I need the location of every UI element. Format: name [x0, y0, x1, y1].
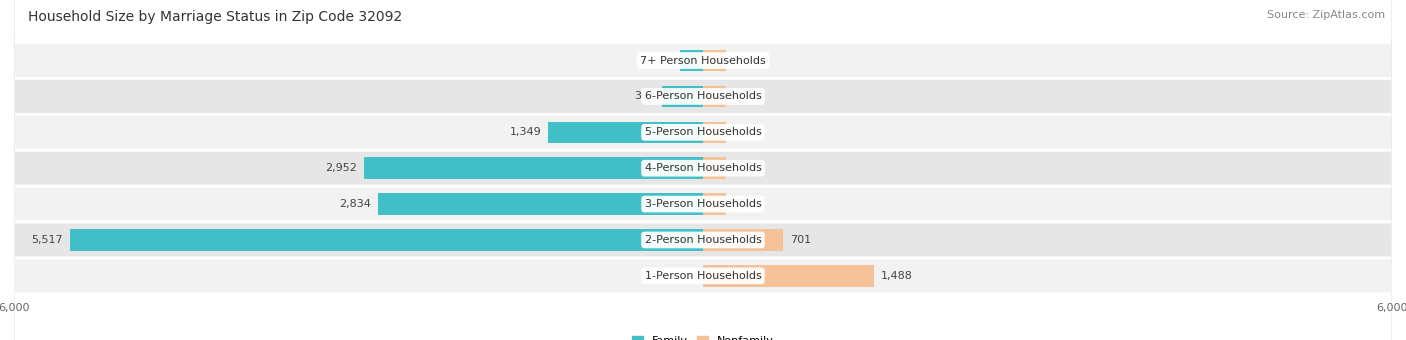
Bar: [703, 86, 725, 107]
Text: 1,349: 1,349: [509, 127, 541, 137]
Text: 2,952: 2,952: [325, 163, 357, 173]
Text: 5-Person Households: 5-Person Households: [644, 127, 762, 137]
Text: 2,834: 2,834: [339, 199, 371, 209]
Bar: [681, 50, 703, 71]
Text: Household Size by Marriage Status in Zip Code 32092: Household Size by Marriage Status in Zip…: [28, 10, 402, 24]
Text: 0: 0: [733, 55, 740, 66]
Text: 701: 701: [790, 235, 811, 245]
Bar: [703, 193, 725, 215]
Text: 0: 0: [733, 163, 740, 173]
Bar: [378, 193, 703, 215]
Text: Source: ZipAtlas.com: Source: ZipAtlas.com: [1267, 10, 1385, 20]
FancyBboxPatch shape: [14, 0, 1392, 340]
Bar: [548, 122, 703, 143]
FancyBboxPatch shape: [14, 0, 1392, 340]
Bar: [703, 50, 725, 71]
Text: 1,488: 1,488: [880, 271, 912, 281]
Text: 2-Person Households: 2-Person Households: [644, 235, 762, 245]
Bar: [662, 86, 703, 107]
Bar: [364, 157, 703, 179]
Bar: [703, 229, 783, 251]
Text: 6-Person Households: 6-Person Households: [644, 91, 762, 101]
Bar: [703, 265, 875, 287]
Bar: [703, 122, 725, 143]
Text: 0: 0: [733, 91, 740, 101]
Text: 3-Person Households: 3-Person Households: [644, 199, 762, 209]
Text: 55: 55: [733, 199, 747, 209]
Text: 5,517: 5,517: [31, 235, 63, 245]
Bar: [703, 157, 725, 179]
Legend: Family, Nonfamily: Family, Nonfamily: [627, 331, 779, 340]
Text: 4-Person Households: 4-Person Households: [644, 163, 762, 173]
Text: 1-Person Households: 1-Person Households: [644, 271, 762, 281]
FancyBboxPatch shape: [14, 0, 1392, 340]
FancyBboxPatch shape: [14, 0, 1392, 340]
Bar: [69, 229, 703, 251]
FancyBboxPatch shape: [14, 0, 1392, 340]
Text: 0: 0: [733, 127, 740, 137]
FancyBboxPatch shape: [14, 0, 1392, 340]
FancyBboxPatch shape: [14, 0, 1392, 340]
Text: 29: 29: [659, 55, 673, 66]
Text: 7+ Person Households: 7+ Person Households: [640, 55, 766, 66]
Text: 358: 358: [634, 91, 655, 101]
